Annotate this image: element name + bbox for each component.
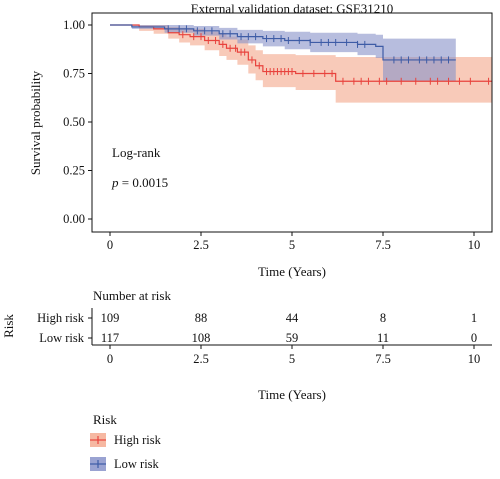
y-tick-label: 1.00	[63, 18, 85, 32]
risk-table-xlabel: Time (Years)	[258, 387, 326, 402]
plot-panel: 0.00 0.25 0.50 0.75 1.00 0 2.5 5 7.5 10	[63, 12, 493, 252]
censor-marks	[167, 25, 490, 85]
risk-table-ylabel: Risk	[1, 314, 16, 338]
risk-x-tick-label: 0	[107, 352, 113, 366]
risk-count: 1	[471, 311, 477, 325]
risk-row-label: High risk	[37, 311, 85, 325]
x-tick-label: 10	[468, 238, 481, 252]
confidence-bands	[110, 25, 493, 103]
risk-table: Number at risk Risk High risk 109 88 44 8 1 Lo…	[1, 288, 492, 402]
risk-table-title: Number at risk	[93, 288, 171, 303]
y-tick-label: 0.00	[63, 212, 85, 226]
low-risk-ci-band	[110, 25, 456, 82]
risk-count: 109	[101, 311, 120, 325]
y-ticks: 0.00 0.25 0.50 0.75 1.00	[63, 18, 92, 226]
x-tick-label: 7.5	[375, 238, 391, 252]
p-value: = 0.0015	[119, 175, 169, 190]
risk-x-tick-label: 2.5	[193, 352, 209, 366]
risk-count: 88	[195, 311, 208, 325]
logrank-label: Log-rank	[112, 145, 161, 160]
risk-rows: High risk 109 88 44 8 1 Low risk 117 108 59 11 0	[37, 311, 477, 345]
legend-title: Risk	[93, 412, 117, 427]
risk-count: 8	[380, 311, 386, 325]
risk-row-label: Low risk	[39, 331, 85, 345]
legend-items: High risk Low risk	[90, 433, 162, 471]
risk-count: 59	[286, 331, 299, 345]
risk-count: 44	[286, 311, 299, 325]
low-risk-survival-line	[110, 24, 456, 61]
legend: Risk High risk Low risk	[90, 412, 162, 471]
x-tick-label: 2.5	[193, 238, 209, 252]
y-axis-label: Survival probability	[28, 70, 43, 175]
legend-label: High risk	[114, 433, 162, 447]
risk-x-tick-label: 5	[289, 352, 295, 366]
risk-x-tick-label: 10	[468, 352, 481, 366]
p-symbol: p	[111, 175, 119, 190]
x-tick-label: 5	[289, 238, 295, 252]
x-axis-label: Time (Years)	[258, 264, 326, 279]
risk-count: 11	[377, 331, 389, 345]
legend-label: Low risk	[114, 457, 160, 471]
p-value-text: p = 0.0015	[111, 175, 168, 190]
risk-x-ticks: 0 2.5 5 7.5 10	[107, 345, 480, 366]
y-tick-label: 0.75	[63, 67, 85, 81]
high-risk-ci-band	[110, 25, 493, 103]
x-ticks: 0 2.5 5 7.5 10	[107, 232, 480, 252]
x-tick-label: 0	[107, 238, 113, 252]
risk-count: 108	[192, 331, 211, 345]
risk-x-tick-label: 7.5	[375, 352, 391, 366]
legend-item: Low risk	[90, 457, 160, 471]
y-tick-label: 0.25	[63, 164, 85, 178]
y-tick-label: 0.50	[63, 115, 85, 129]
chart-title: External validation dataset: GSE31210	[191, 1, 394, 16]
risk-count: 0	[471, 331, 477, 345]
legend-item: High risk	[90, 433, 162, 447]
risk-count: 117	[101, 331, 119, 345]
